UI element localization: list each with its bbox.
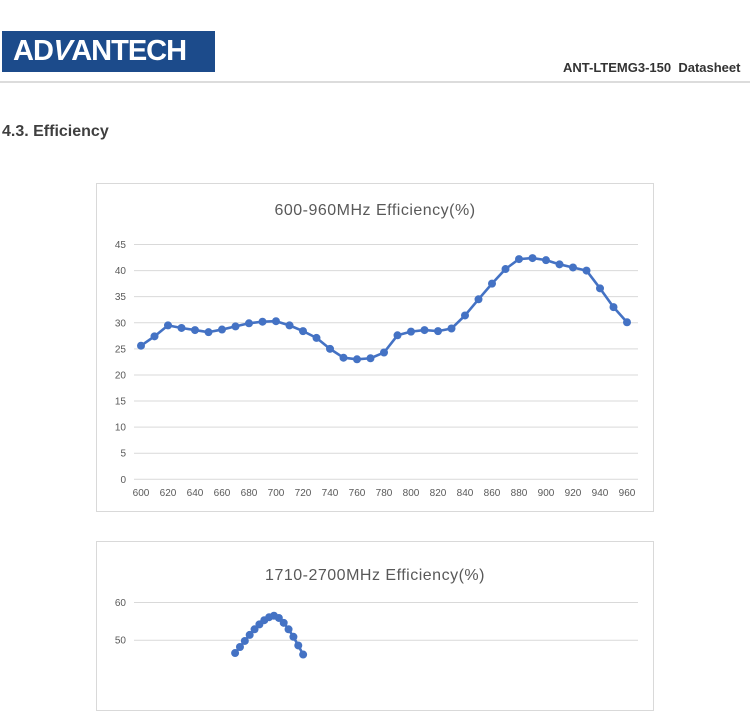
- data-point-marker: [623, 318, 631, 327]
- data-point-marker: [289, 632, 298, 641]
- y-tick-label: 35: [115, 292, 127, 303]
- data-point-marker: [250, 625, 259, 634]
- data-point-marker: [528, 254, 537, 263]
- x-tick-label: 800: [403, 488, 420, 499]
- x-tick-label: 600: [133, 488, 150, 499]
- x-tick-label: 820: [430, 488, 447, 499]
- data-point-marker: [177, 323, 186, 332]
- data-point-marker: [245, 319, 253, 328]
- y-tick-label: 5: [120, 449, 126, 460]
- y-tick-label: 0: [120, 475, 126, 486]
- chart-600-960mhz-efficiency-svg: 0 5 10 15 20 25 30 35 40 45 600 620 640 660 680 700 720 7…: [115, 202, 638, 499]
- x-tick-label: 700: [268, 488, 285, 499]
- x-tick-label: 740: [322, 488, 339, 499]
- data-point-marker: [501, 265, 510, 274]
- data-point-marker: [299, 327, 307, 336]
- data-point-marker: [447, 324, 456, 333]
- y-tick-label: 20: [115, 370, 127, 381]
- data-point-marker: [204, 328, 213, 337]
- data-point-marker: [407, 327, 415, 336]
- x-tick-label: 920: [565, 488, 582, 499]
- data-point-marker: [218, 325, 226, 334]
- data-point-marker: [272, 317, 280, 326]
- chart-600-960mhz-efficiency: 0 5 10 15 20 25 30 35 40 45 600 620 640 660 680 700 720 7…: [96, 183, 654, 512]
- chart-title: 1710-2700MHz Efficiency(%): [265, 567, 485, 584]
- data-point-marker: [274, 613, 283, 622]
- data-point-marker: [339, 353, 348, 362]
- data-point-marker: [609, 303, 618, 312]
- data-point-marker: [353, 355, 361, 364]
- data-point-marker: [326, 344, 334, 353]
- x-tick-label: 880: [511, 488, 528, 499]
- x-tick-label: 780: [376, 488, 393, 499]
- data-point-marker: [164, 321, 172, 330]
- data-point-marker: [312, 333, 321, 342]
- data-point-marker: [137, 341, 145, 350]
- x-tick-label: 960: [619, 488, 636, 499]
- data-point-marker: [596, 284, 604, 293]
- data-point-marker: [231, 322, 240, 331]
- x-tick-label: 620: [160, 488, 177, 499]
- data-point-marker: [235, 642, 244, 651]
- y-tick-label: 15: [115, 397, 127, 408]
- chart-title: 600-960MHz Efficiency(%): [274, 202, 475, 219]
- y-tick-label: 40: [115, 266, 127, 277]
- x-tick-label: 640: [187, 488, 204, 499]
- y-tick-label: 10: [115, 423, 127, 434]
- y-tick-label: 50: [115, 636, 127, 647]
- x-tick-label: 660: [214, 488, 231, 499]
- data-point-marker: [284, 625, 293, 634]
- advantech-logo: ADVANTECH: [2, 31, 215, 72]
- data-point-marker: [294, 641, 303, 650]
- x-tick-label: 860: [484, 488, 501, 499]
- y-tick-label: 30: [115, 318, 127, 329]
- efficiency-line: [140, 256, 628, 361]
- logo-text-left: AD: [13, 35, 54, 67]
- data-point-marker: [555, 260, 564, 269]
- data-point-marker: [299, 650, 308, 659]
- x-tick-label: 720: [295, 488, 312, 499]
- data-point-marker: [150, 332, 159, 341]
- data-point-marker: [474, 295, 483, 304]
- data-point-marker: [285, 321, 294, 330]
- doc-reference: ANT-LTEMG3-150 Datasheet: [563, 60, 741, 75]
- data-point-marker: [191, 326, 199, 335]
- data-point-marker: [258, 317, 267, 326]
- data-point-marker: [542, 256, 550, 265]
- data-point-marker: [434, 327, 442, 336]
- x-tick-label: 760: [349, 488, 366, 499]
- data-point-marker: [245, 630, 254, 639]
- logo-text-right: ANTECH: [71, 35, 187, 67]
- chart-1710-2700mhz-efficiency-svg: 60 50 1710-2700MHz Efficiency(%): [115, 567, 638, 659]
- data-point-marker: [240, 636, 249, 645]
- data-point-marker: [582, 266, 591, 275]
- section-heading: 4.3. Efficiency: [2, 123, 109, 140]
- x-tick-label: 940: [592, 488, 609, 499]
- data-point-marker: [420, 326, 429, 335]
- y-tick-label: 25: [115, 344, 127, 355]
- x-tick-label: 840: [457, 488, 474, 499]
- data-point-marker: [366, 354, 375, 363]
- data-point-marker: [279, 618, 288, 627]
- header-divider: [0, 81, 750, 83]
- data-point-marker: [380, 348, 388, 357]
- data-point-marker: [569, 263, 577, 272]
- data-point-marker: [515, 255, 523, 264]
- x-tick-label: 680: [241, 488, 258, 499]
- x-tick-label: 900: [538, 488, 555, 499]
- data-point-marker: [393, 331, 402, 340]
- y-tick-label: 60: [115, 598, 127, 609]
- data-point-marker: [488, 279, 496, 288]
- y-tick-label: 45: [115, 240, 127, 251]
- data-point-marker: [461, 311, 469, 320]
- chart-1710-2700mhz-efficiency: 60 50 1710-2700MHz Efficiency(%): [96, 541, 654, 711]
- datasheet-page: { "page": { "logo": { "part1": "AD", "v_…: [0, 31, 750, 711]
